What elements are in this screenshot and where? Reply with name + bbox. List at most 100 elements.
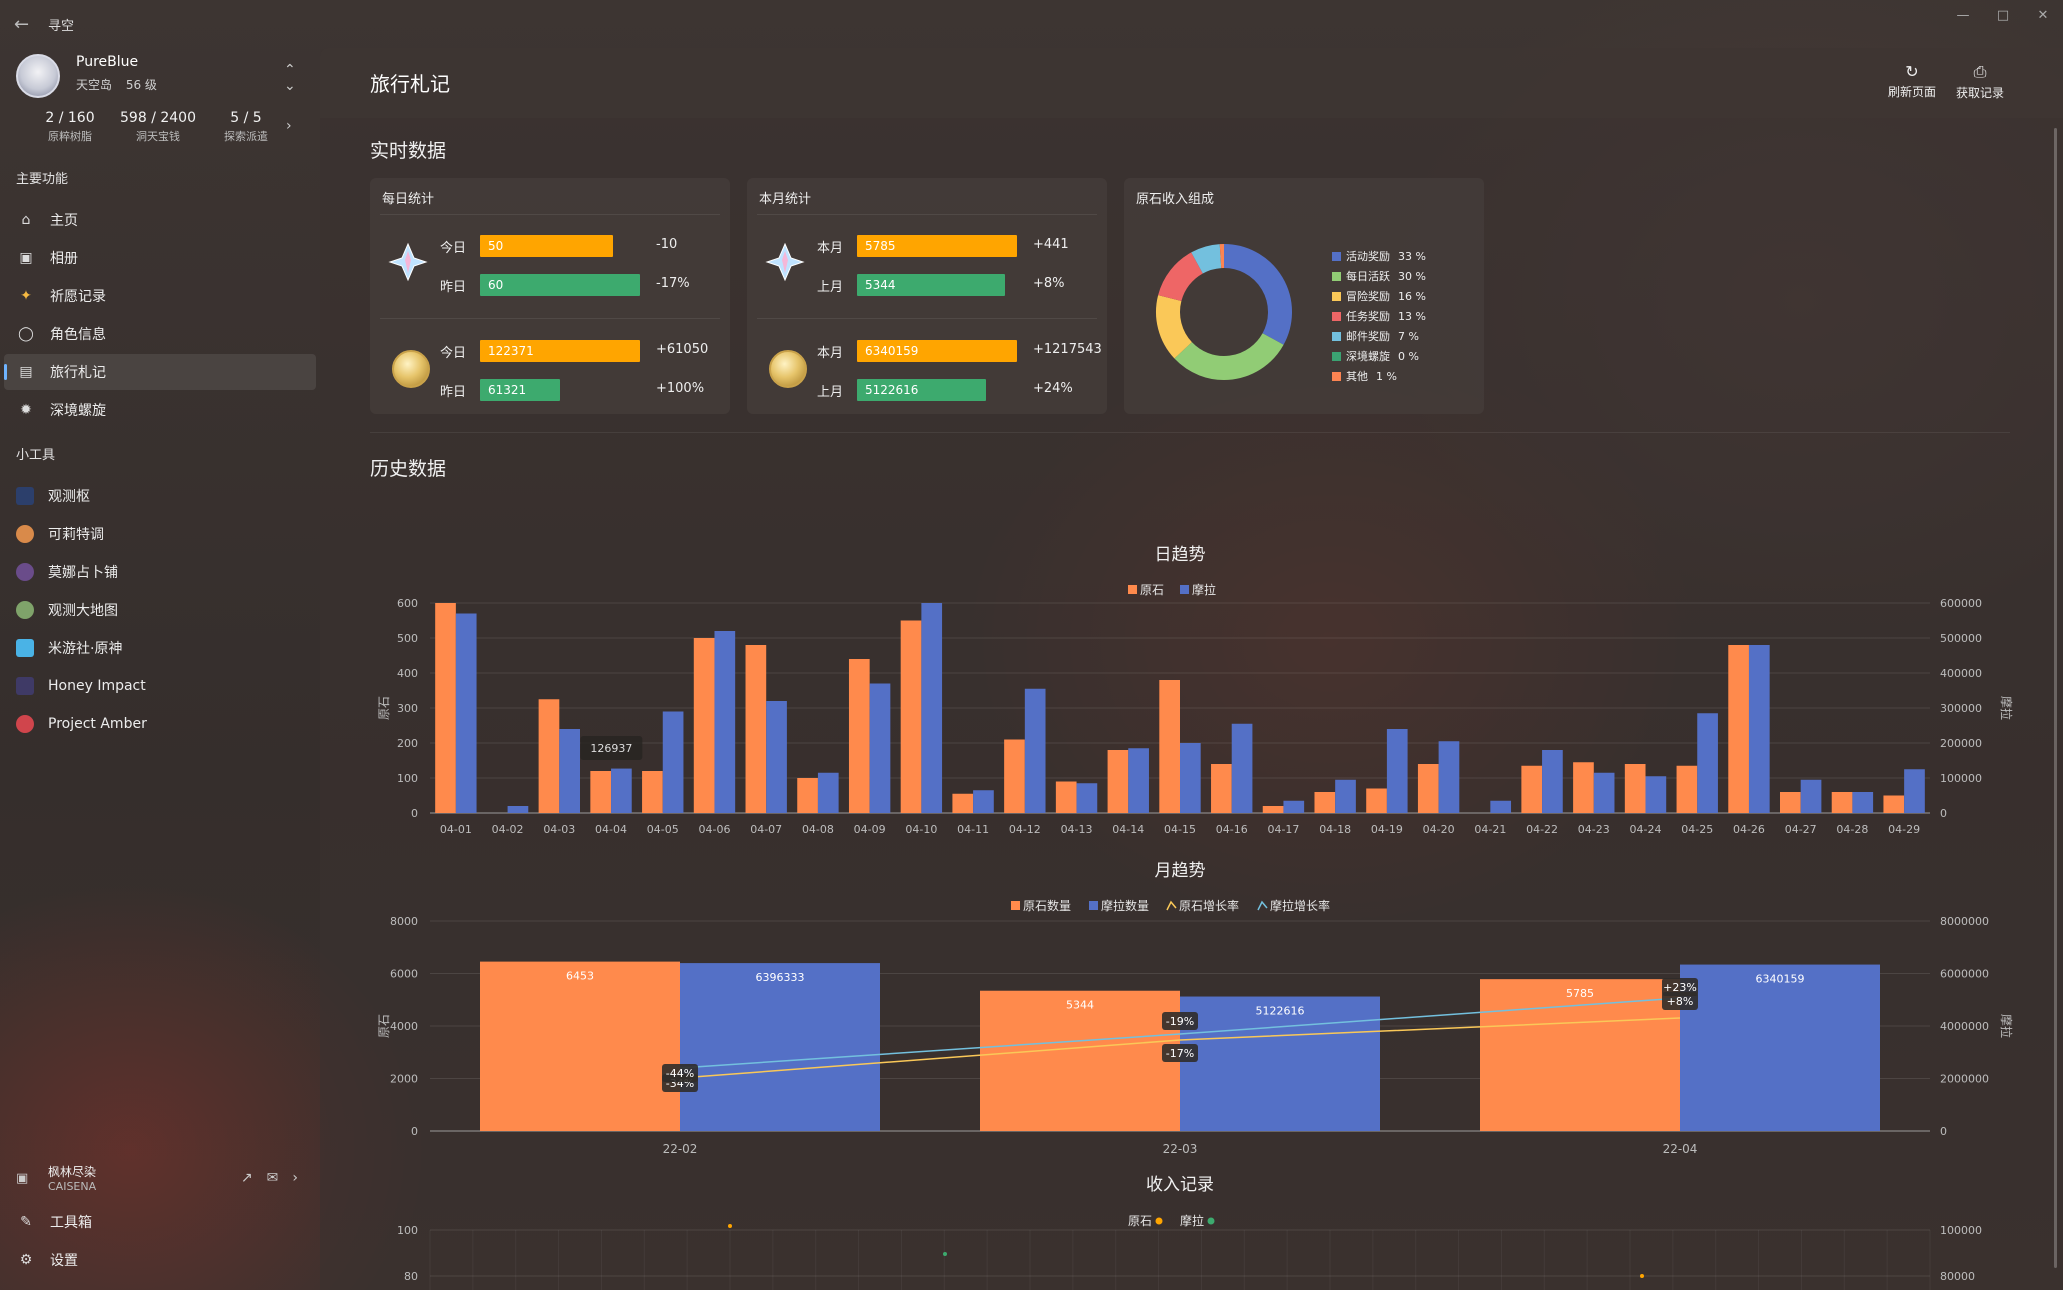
bar-primo[interactable] (1883, 795, 1905, 814)
bar-mora[interactable] (1904, 769, 1925, 813)
bar-primo[interactable] (797, 778, 818, 813)
bar-mora[interactable] (714, 631, 736, 813)
bar-mora[interactable] (1438, 741, 1460, 813)
sidebar-tool-project-amber[interactable]: Project Amber (4, 706, 316, 742)
bar-mora[interactable] (1490, 800, 1512, 813)
legend-swatch[interactable] (1180, 585, 1189, 594)
bar-mora[interactable] (1076, 783, 1098, 813)
bar-mora[interactable] (1800, 779, 1822, 813)
bar-mora[interactable] (869, 683, 891, 814)
close-icon[interactable]: ✕ (2037, 7, 2049, 23)
bar-mora[interactable] (1645, 776, 1667, 813)
bar-primo[interactable] (1417, 764, 1439, 813)
sidebar-tool-miyoushe[interactable]: 米游社·原神 (4, 630, 316, 666)
sidebar-item-travel-notes[interactable]: ▤ 旅行札记 (4, 354, 316, 390)
bar-mora[interactable] (507, 806, 529, 813)
sidebar-tool-honey-impact[interactable]: Honey Impact (4, 668, 316, 704)
bar-primo[interactable] (848, 659, 870, 813)
bar-primo[interactable] (435, 603, 456, 813)
bar-mora[interactable] (611, 768, 632, 813)
legend-entry[interactable]: 活动奖励 33 % (1332, 248, 1426, 264)
bar-mora[interactable] (1335, 779, 1356, 813)
legend-line-swatch[interactable] (1166, 900, 1177, 911)
bar-primo[interactable] (980, 990, 1180, 1131)
bar-primo[interactable] (1055, 781, 1077, 814)
legend-dot[interactable] (1155, 1217, 1163, 1225)
open-external-icon[interactable]: ↗ (240, 1170, 253, 1186)
sidebar-tool-mona[interactable]: 莫娜占卜铺 (4, 554, 316, 590)
back-arrow-icon[interactable]: ← (14, 13, 30, 35)
bar-primo[interactable] (1831, 792, 1853, 813)
bar-primo[interactable] (1480, 979, 1680, 1131)
sidebar-item-toolbox[interactable]: ✎ 工具箱 (4, 1204, 316, 1240)
bar-primo[interactable] (642, 771, 663, 813)
sidebar-tool-klee[interactable]: 可莉特调 (4, 516, 316, 552)
account-switcher[interactable]: ▣ 枫林尽染 CAISENA ↗ ✉ › (0, 1158, 320, 1198)
bar-mora[interactable] (1680, 964, 1880, 1131)
sidebar-item-character[interactable]: ◯ 角色信息 (4, 316, 316, 352)
bar-mora[interactable] (1542, 750, 1563, 813)
chevron-up-down-icon[interactable]: ⌃ ⌄ (284, 62, 296, 94)
bar-primo[interactable] (1676, 765, 1698, 813)
bar-mora[interactable] (973, 790, 994, 813)
bar-mora[interactable] (662, 711, 684, 814)
legend-entry[interactable]: 邮件奖励 7 % (1332, 328, 1419, 344)
bar-mora[interactable] (559, 729, 580, 813)
bar-primo[interactable] (1780, 792, 1801, 813)
sidebar-item-wish[interactable]: ✦ 祈愿记录 (4, 278, 316, 314)
bar-primo[interactable] (1107, 750, 1129, 813)
sidebar-item-home[interactable]: ⌂ 主页 (4, 202, 316, 238)
legend-entry[interactable]: 冒险奖励 16 % (1332, 288, 1426, 304)
legend-entry[interactable]: 深境螺旋 0 % (1332, 348, 1419, 364)
bar-mora[interactable] (1128, 748, 1149, 813)
bar-primo[interactable] (900, 620, 922, 814)
bar-primo[interactable] (1521, 765, 1543, 813)
bar-mora[interactable] (680, 963, 880, 1131)
bar-primo[interactable] (538, 699, 560, 813)
minimize-icon[interactable]: — (1956, 7, 1970, 23)
bar-mora[interactable] (921, 603, 943, 813)
sidebar-tool-map[interactable]: 观测大地图 (4, 592, 316, 628)
scatter-point[interactable] (728, 1224, 732, 1228)
user-card[interactable]: PureBlue 天空岛 56 级 ⌃ ⌄ 2 / 160 原粹树脂 598 / … (0, 40, 320, 150)
growth-line[interactable] (679, 1017, 1681, 1079)
bar-primo[interactable] (1314, 792, 1336, 813)
bar-primo[interactable] (693, 638, 715, 813)
bar-primo[interactable] (1159, 680, 1180, 813)
bar-primo[interactable] (1262, 806, 1284, 813)
bar-primo[interactable] (590, 771, 612, 813)
bar-mora[interactable] (1697, 713, 1718, 813)
bar-mora[interactable] (817, 772, 839, 813)
vertical-scrollbar[interactable] (2054, 128, 2057, 1268)
bar-primo[interactable] (480, 961, 680, 1131)
refresh-button[interactable]: ↻ 刷新页面 (1880, 62, 1944, 100)
sidebar-item-album[interactable]: ▣ 相册 (4, 240, 316, 276)
mail-icon[interactable]: ✉ (266, 1170, 279, 1186)
bar-mora[interactable] (1748, 645, 1770, 813)
bar-primo[interactable] (952, 793, 974, 813)
bar-mora[interactable] (1852, 792, 1874, 813)
maximize-icon[interactable]: □ (1996, 7, 2010, 23)
bar-primo[interactable] (1366, 788, 1387, 814)
sidebar-item-spiral-abyss[interactable]: ✹ 深境螺旋 (4, 392, 316, 428)
legend-swatch[interactable] (1089, 901, 1098, 910)
bar-primo[interactable] (745, 645, 767, 813)
bar-primo[interactable] (1728, 645, 1749, 813)
bar-primo[interactable] (1211, 764, 1232, 813)
bar-mora[interactable] (1231, 723, 1253, 813)
bar-primo[interactable] (1624, 764, 1646, 813)
legend-entry[interactable]: 其他 1 % (1332, 368, 1397, 384)
bar-mora[interactable] (1386, 729, 1408, 813)
growth-line[interactable] (679, 997, 1681, 1069)
chevron-right-icon[interactable]: › (292, 1170, 298, 1186)
fetch-records-button[interactable]: ⎙ 获取记录 (1948, 62, 2012, 101)
bar-mora[interactable] (1593, 772, 1615, 813)
legend-line-swatch[interactable] (1257, 900, 1268, 911)
sidebar-tool-observatory[interactable]: 观测枢 (4, 478, 316, 514)
legend-swatch[interactable] (1011, 901, 1020, 910)
bar-mora[interactable] (1024, 688, 1046, 813)
legend-swatch[interactable] (1128, 585, 1137, 594)
bar-mora[interactable] (1180, 743, 1201, 813)
bar-mora[interactable] (1180, 996, 1380, 1131)
scatter-point[interactable] (943, 1252, 947, 1256)
